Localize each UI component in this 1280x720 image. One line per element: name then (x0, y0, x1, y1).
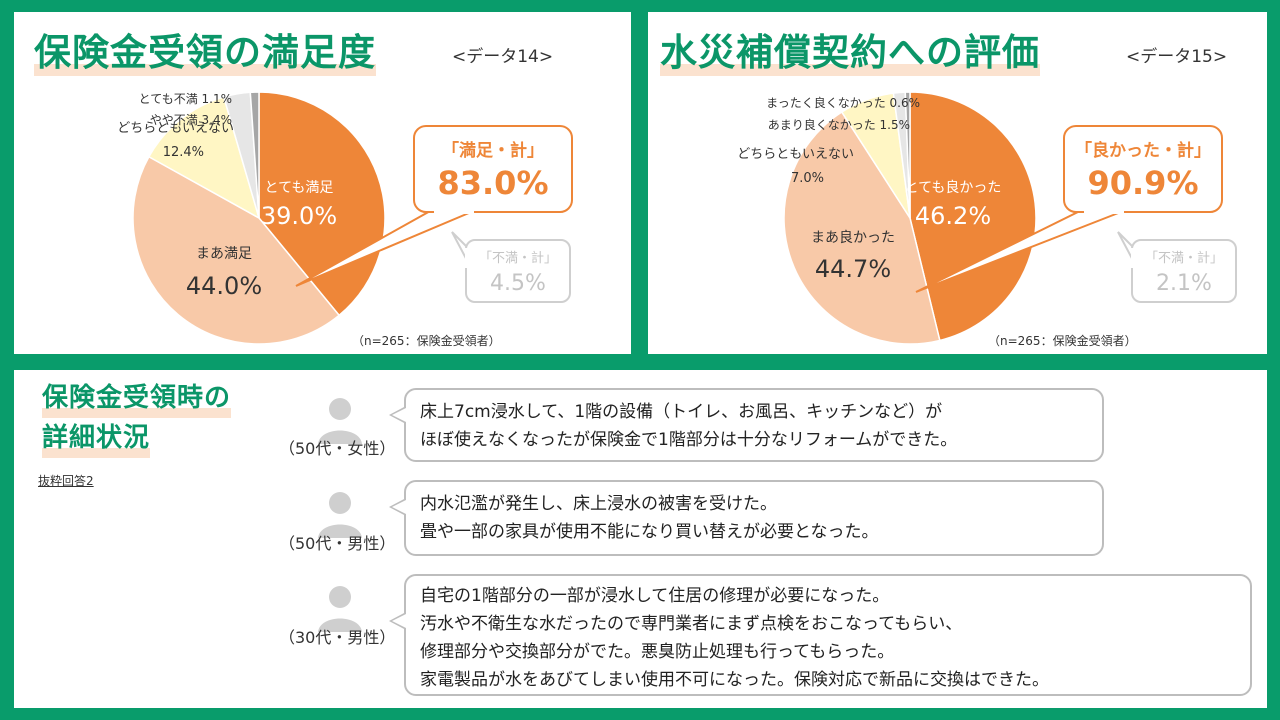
evaluation-subcallout-value: 2.1% (1156, 271, 1212, 296)
details-title-line2-wrap: 詳細状況 (42, 418, 151, 458)
evaluation-slice-label-4: まったく良くなかった 0.6% (766, 95, 920, 110)
comment-demographic: （50代・男性） (279, 534, 396, 553)
comment-bubble: 床上7cm浸水して、1階の設備（トイレ、お風呂、キッチンなど）が ほぼ使えなくな… (389, 388, 1104, 462)
evaluation-pie-slice-4 (904, 91, 911, 219)
evaluation-slice-label-0: とても良かった (905, 180, 1002, 196)
details-title-line1: 保険金受領時の (42, 383, 232, 413)
title-highlight (42, 448, 151, 458)
comment-demographic: （30代・男性） (279, 628, 396, 647)
satisfaction-slice-label-3: やや不満 3.4% (150, 113, 232, 127)
details-title-line2: 詳細状況 (42, 423, 151, 453)
evaluation-chart-title: 水災補償契約への評価 (660, 31, 1040, 74)
satisfaction-slice-label-0: とても満足 (265, 180, 334, 196)
title-highlight (660, 64, 1040, 76)
bubble-tail (389, 406, 406, 424)
evaluation-title-wrap: 水災補償契約への評価 (660, 30, 1040, 76)
comment-line: 床上7cm浸水して、1階の設備（トイレ、お風呂、キッチンなど）が (420, 402, 943, 422)
evaluation-callout-main-value: 90.9% (1087, 164, 1198, 202)
evaluation-slice-value-1: 44.7% (815, 255, 891, 283)
satisfaction-subcallout-tail-mask (465, 248, 471, 268)
evaluation-slice-label-1: まあ良かった (811, 230, 895, 246)
evaluation-slice-label-3: あまり良くなかった 1.5% (768, 117, 910, 132)
satisfaction-subcallout-label: 「不満・計」 (479, 250, 557, 266)
person-icon (318, 398, 362, 444)
comment-line: 内水氾濫が発生し、床上浸水の被害を受けた。 (420, 494, 777, 514)
evaluation-callout-tail-mask (1084, 208, 1124, 214)
satisfaction-subcallout-value: 4.5% (490, 271, 546, 296)
comment-line: ほぼ使えなくなったが保険金で1階部分は十分なリフォームができた。 (420, 430, 958, 450)
details-panel: 保険金受領時の 詳細状況 抜粋回答2 （50代・女性） 床上7cm浸水して、1階… (14, 370, 1267, 708)
comment-line: 修理部分や交換部分がでた。悪臭防止処理も行ってもらった。 (420, 642, 895, 662)
excerpt-label: 抜粋回答2 (38, 474, 94, 488)
satisfaction-callout-main-value: 83.0% (437, 164, 548, 202)
satisfaction-subcallout-box (465, 239, 571, 303)
evaluation-slice-label-2: どちらともいえない (737, 147, 854, 162)
satisfaction-pie-slice-1 (132, 155, 341, 345)
satisfaction-panel: 保険金受領の満足度 <データ14> 「満足・計」 83.0% 「不満・計」 4.5% と… (14, 12, 631, 354)
evaluation-slice-value-2: 7.0% (791, 171, 824, 186)
satisfaction-slice-label-2: どちらともいえない (117, 121, 234, 136)
comment-line: 自宅の1階部分の一部が浸水して住居の修理が必要になった。 (420, 586, 890, 606)
satisfaction-sample-note: （n=265：保険金受領者） (352, 334, 501, 348)
details-title-line1-wrap: 保険金受領時の (42, 378, 232, 418)
evaluation-subcallout-label: 「不満・計」 (1145, 250, 1223, 266)
evaluation-subcallout-box (1131, 239, 1237, 303)
satisfaction-pie-slice-2 (147, 96, 261, 220)
comment-demographic: （50代・女性） (279, 439, 396, 458)
satisfaction-slice-value-0: 39.0% (261, 202, 337, 230)
evaluation-pie-slice-1 (783, 111, 941, 345)
satisfaction-data-tag: <データ14> (452, 47, 554, 67)
comment-line: 汚水や不衛生な水だったので専門業者にまず点検をおこなってもらい、 (420, 614, 963, 634)
comment-bubble: 自宅の1階部分の一部が浸水して住居の修理が必要になった。 汚水や不衛生な水だった… (389, 574, 1252, 696)
satisfaction-title-wrap: 保険金受領の満足度 (34, 30, 376, 76)
title-highlight (42, 408, 232, 418)
satisfaction-pie-slice-4 (249, 91, 260, 219)
satisfaction-callout-tail-mask (434, 208, 474, 214)
title-highlight (34, 64, 376, 76)
satisfaction-pie-chart: 「満足・計」 83.0% 「不満・計」 4.5% とても満足 39.0% まあ満足 44.0%… (117, 91, 573, 345)
evaluation-callout-main-label: 「良かった・計」 (1075, 140, 1211, 161)
evaluation-subcallout-tail-mask (1131, 248, 1137, 268)
evaluation-data-tag: <データ15> (1126, 47, 1228, 67)
satisfaction-slice-label-4: とても不満 1.1% (139, 92, 232, 106)
comment-bubble: 内水氾濫が発生し、床上浸水の被害を受けた。 畳や一部の家具が使用不能になり買い替… (389, 480, 1104, 556)
person-icon (318, 492, 362, 538)
satisfaction-chart-title: 保険金受領の満足度 (34, 31, 376, 74)
satisfaction-callout-main-label: 「満足・計」 (442, 140, 544, 161)
bubble-tail (389, 612, 406, 630)
comment-line: 家電製品が水をあびてしまい使用不可になった。保険対応で新品に交換はできた。 (420, 670, 1049, 690)
evaluation-panel: 水災補償契約への評価 <データ15> 「良かった・計」 90.9% 「不満・計」 2.… (648, 12, 1267, 354)
evaluation-sample-note: （n=265：保険金受領者） (988, 334, 1137, 348)
satisfaction-callout-box (413, 125, 573, 213)
bubble-tail (389, 498, 406, 516)
satisfaction-slice-value-2: 12.4% (163, 145, 204, 160)
evaluation-slice-value-0: 46.2% (915, 202, 991, 230)
details-title: 保険金受領時の 詳細状況 (42, 378, 232, 458)
satisfaction-slice-label-1: まあ満足 (196, 246, 252, 262)
person-icon (318, 586, 362, 632)
evaluation-pie-chart: 「良かった・計」 90.9% 「不満・計」 2.1% とても良かった 46.2% まあ良かっ… (737, 91, 1237, 345)
comment-line: 畳や一部の家具が使用不能になり買い替えが必要となった。 (420, 522, 879, 542)
evaluation-callout-box (1063, 125, 1223, 213)
satisfaction-slice-value-1: 44.0% (186, 272, 262, 300)
